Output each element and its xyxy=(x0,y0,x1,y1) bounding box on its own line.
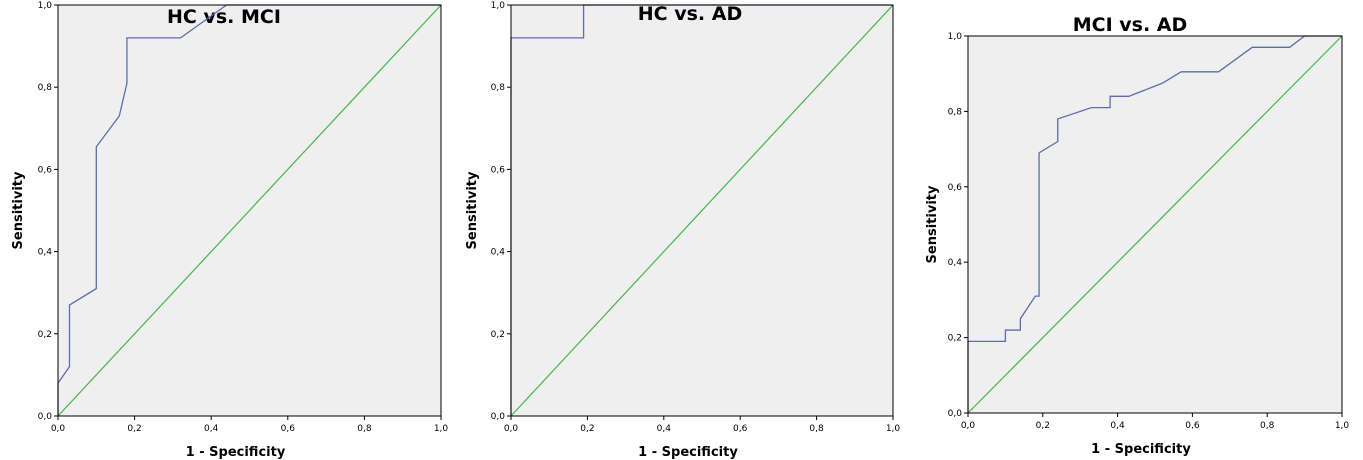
x-tick-label: 1,0 xyxy=(1335,421,1350,431)
x-tick-label: 0,8 xyxy=(357,424,372,434)
x-tick-label: 0,0 xyxy=(504,424,519,434)
y-tick-label: 0,2 xyxy=(948,334,962,344)
y-tick-label: 0,2 xyxy=(38,330,52,340)
roc-curve xyxy=(57,4,441,416)
x-tick-label: 1,0 xyxy=(434,424,449,434)
y-tick-label: 0,6 xyxy=(491,165,506,175)
chart-title: HC vs. MCI xyxy=(167,6,281,28)
y-tick-label: 0,4 xyxy=(38,248,53,258)
y-tick-label: 0,8 xyxy=(38,83,53,93)
x-tick-label: 0,4 xyxy=(657,424,672,434)
plot-frame xyxy=(967,35,1343,414)
x-tick-label: 0,2 xyxy=(1036,421,1050,431)
y-tick-label: 0,4 xyxy=(491,248,506,258)
y-tick-label: 0,0 xyxy=(38,412,53,422)
x-tick-label: 0,6 xyxy=(1185,421,1200,431)
y-axis-label: Sensitivity xyxy=(465,171,480,249)
chart-panel-1: HC vs. MCI Sensitivity 1 - Specificity 0,0 0… xyxy=(0,0,455,460)
reference-line xyxy=(510,4,894,417)
x-axis-label: 1 - Specificity xyxy=(186,445,286,460)
reference-line xyxy=(57,4,442,417)
x-tick-label: 0,4 xyxy=(1110,421,1125,431)
y-tick-label: 0,0 xyxy=(948,409,963,419)
x-tick-label: 1,0 xyxy=(886,424,901,434)
x-tick-label: 0,8 xyxy=(1260,421,1275,431)
y-tick-label: 1,0 xyxy=(948,32,963,42)
x-tick-label: 0,4 xyxy=(204,424,219,434)
x-tick-label: 0,6 xyxy=(281,424,296,434)
y-tick-label: 0,8 xyxy=(948,107,963,117)
roc-curve xyxy=(967,35,1342,413)
y-axis-label: Sensitivity xyxy=(925,185,940,263)
chart-title: HC vs. AD xyxy=(638,3,742,25)
y-tick-label: 0,4 xyxy=(948,258,963,268)
y-tick-label: 0,6 xyxy=(948,183,963,193)
y-tick-label: 0,0 xyxy=(491,412,506,422)
y-tick-label: 0,6 xyxy=(38,165,53,175)
y-tick-label: 0,2 xyxy=(491,330,505,340)
chart-panel-2: HC vs. AD Sensitivity 1 - Specificity 0,0 0,… xyxy=(455,0,910,460)
plot-frame xyxy=(57,4,442,417)
y-axis-label: Sensitivity xyxy=(11,171,26,249)
y-tick-label: 0,8 xyxy=(491,83,506,93)
roc-chart-hc-vs-ad: HC vs. AD Sensitivity 1 - Specificity 0,0 0,… xyxy=(465,1,901,460)
x-tick-label: 0,2 xyxy=(127,424,141,434)
x-tick-label: 0,0 xyxy=(961,421,976,431)
y-tick-label: 1,0 xyxy=(38,1,53,11)
reference-line xyxy=(967,35,1343,414)
roc-chart-mci-vs-ad: MCI vs. AD Sensitivity 1 - Specificity 0,0 0… xyxy=(925,14,1350,457)
roc-chart-hc-vs-mci: HC vs. MCI Sensitivity 1 - Specificity 0,0 0… xyxy=(11,1,449,460)
x-tick-label: 0,8 xyxy=(809,424,824,434)
x-axis-label: 1 - Specificity xyxy=(1091,442,1191,457)
x-tick-label: 0,6 xyxy=(733,424,748,434)
x-tick-label: 0,2 xyxy=(580,424,594,434)
x-axis-label: 1 - Specificity xyxy=(638,445,738,460)
y-tick-label: 1,0 xyxy=(491,1,506,11)
chart-title: MCI vs. AD xyxy=(1073,14,1188,36)
chart-panel-3: MCI vs. AD Sensitivity 1 - Specificity 0,0 0… xyxy=(910,0,1363,460)
x-tick-label: 0,0 xyxy=(51,424,66,434)
plot-frame xyxy=(510,4,894,417)
